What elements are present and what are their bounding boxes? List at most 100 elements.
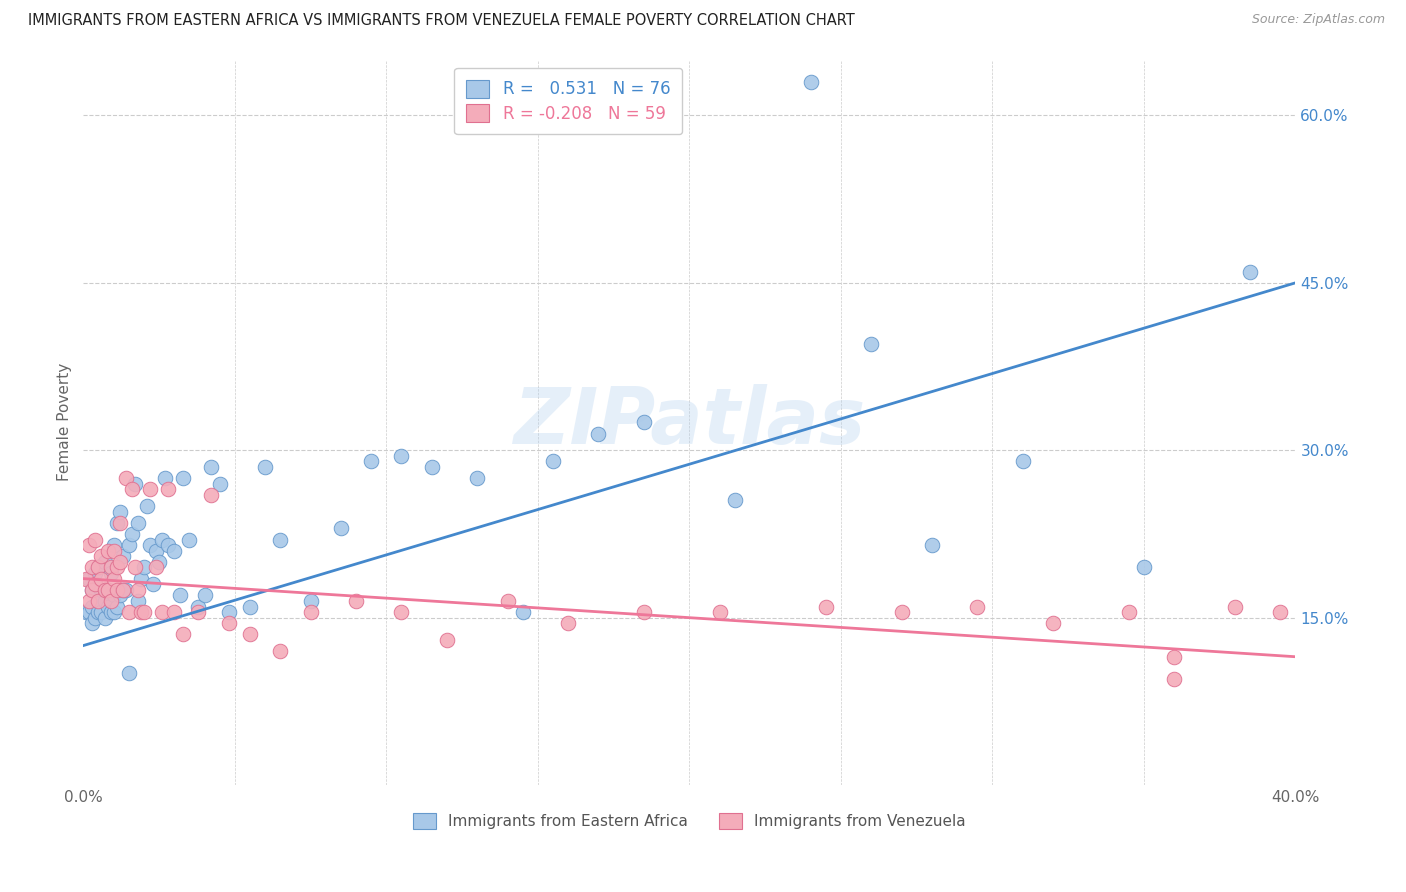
Point [103,605,125,619]
Point [90,605,112,619]
Point [84,533,107,547]
Point [108,555,131,569]
Point [100,560,122,574]
Point [633,415,655,429]
Point [496,594,519,608]
Point [391,449,413,463]
Point [82,560,104,574]
Point [157,483,180,497]
Point [103,543,125,558]
Point [814,599,837,614]
Point [90,582,112,597]
Point [1239,265,1261,279]
Point [172,627,194,641]
Point [93,582,115,597]
Point [187,605,209,619]
Point [187,599,209,614]
Point [82,616,104,631]
Point [124,560,146,574]
Point [218,605,240,619]
Text: Source: ZipAtlas.com: Source: ZipAtlas.com [1251,13,1385,27]
Point [79,594,101,608]
Point [84,566,107,580]
Point [254,460,277,475]
Point [139,483,162,497]
Point [633,605,655,619]
Point [557,616,579,631]
Point [87,594,110,608]
Point [153,471,176,485]
Point [103,572,125,586]
Point [118,605,141,619]
Point [124,476,146,491]
Point [118,666,141,681]
Point [150,605,173,619]
Point [1011,454,1033,468]
Point [129,605,152,619]
Point [1223,599,1246,614]
Point [84,577,107,591]
Point [921,538,943,552]
Point [93,610,115,624]
Point [82,582,104,597]
Point [82,599,104,614]
Point [129,572,152,586]
Point [709,605,731,619]
Point [193,588,215,602]
Point [139,538,162,552]
Point [145,560,167,574]
Point [111,549,134,564]
Point [93,555,115,569]
Text: ZIPatlas: ZIPatlas [513,384,866,460]
Point [179,533,201,547]
Point [360,454,382,468]
Point [1133,560,1156,574]
Point [724,493,747,508]
Point [299,605,322,619]
Point [93,594,115,608]
Point [588,426,610,441]
Point [87,594,110,608]
Point [269,644,291,658]
Point [860,337,883,351]
Point [142,577,165,591]
Point [87,560,110,574]
Point [87,560,110,574]
Point [136,499,159,513]
Point [200,460,222,475]
Point [105,599,128,614]
Point [1042,616,1064,631]
Point [90,572,112,586]
Point [79,538,101,552]
Point [218,616,240,631]
Point [96,599,118,614]
Point [329,521,352,535]
Point [1163,649,1185,664]
Point [127,516,149,530]
Point [100,594,122,608]
Point [75,572,97,586]
Point [90,549,112,564]
Point [111,582,134,597]
Legend: Immigrants from Eastern Africa, Immigrants from Venezuela: Immigrants from Eastern Africa, Immigran… [408,806,972,836]
Point [150,533,173,547]
Point [127,594,149,608]
Y-axis label: Female Poverty: Female Poverty [58,363,72,482]
Point [145,543,167,558]
Point [391,605,413,619]
Point [108,516,131,530]
Point [541,454,564,468]
Point [87,605,110,619]
Point [299,594,322,608]
Point [436,632,458,647]
Point [84,610,107,624]
Point [269,533,291,547]
Point [108,505,131,519]
Point [890,605,912,619]
Point [100,605,122,619]
Point [966,599,988,614]
Point [105,560,128,574]
Point [75,605,97,619]
Point [239,627,262,641]
Point [108,588,131,602]
